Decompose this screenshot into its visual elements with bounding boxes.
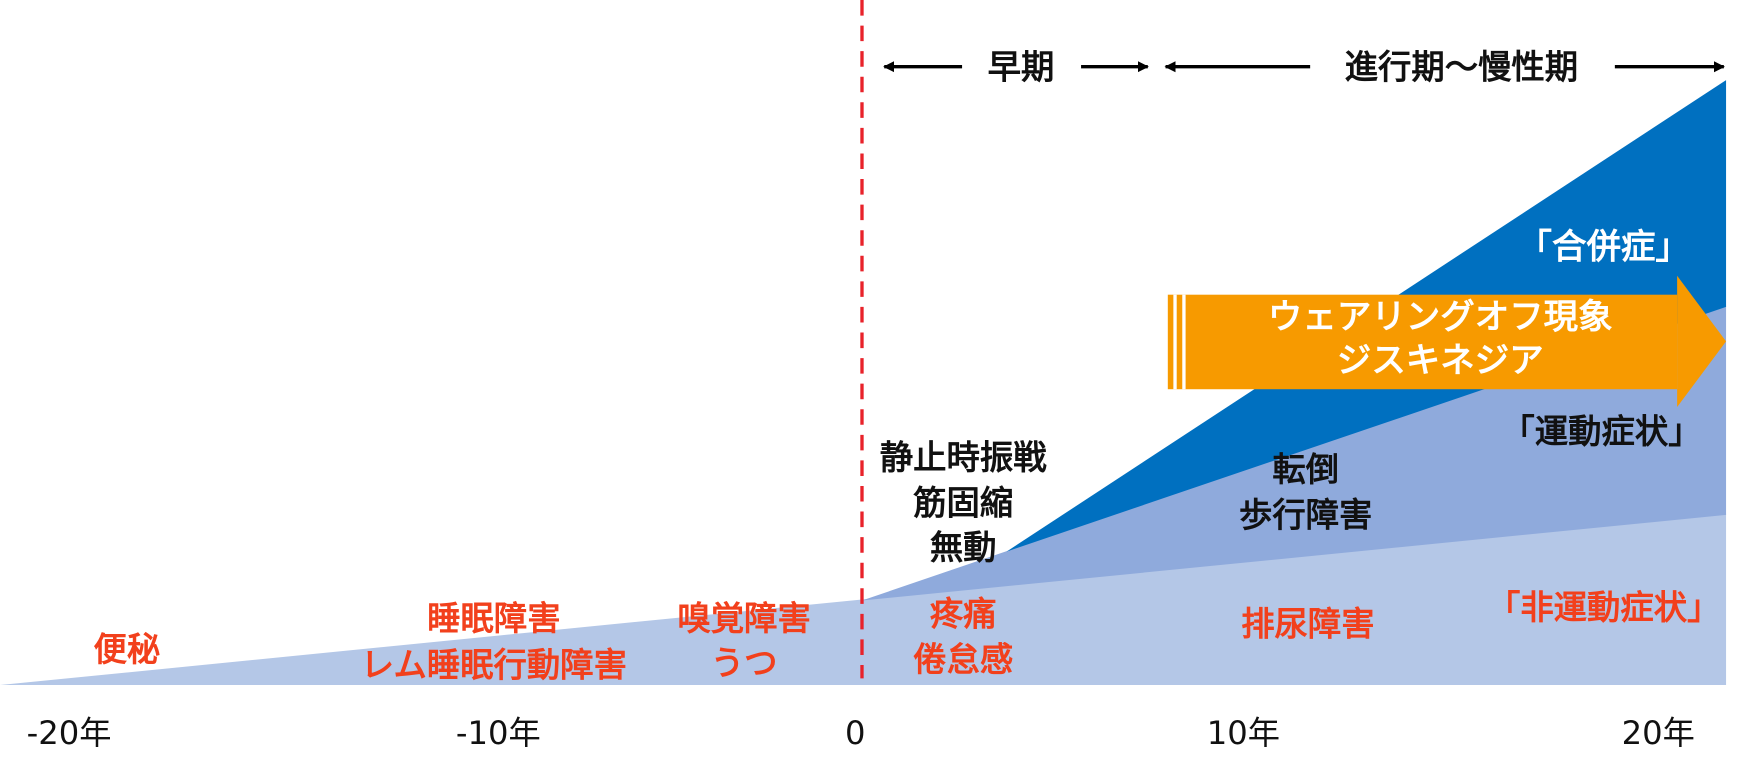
category-label: 「非運動症状」 xyxy=(1487,588,1721,627)
motor-symptom: 筋固縮 xyxy=(913,483,1013,522)
phase-label: 進行期～慢性期 xyxy=(1345,47,1579,86)
non-motor-symptom: うつ xyxy=(711,644,778,683)
treatment-arrow xyxy=(1167,294,1678,390)
axis-label: 10年 xyxy=(1207,714,1280,752)
non-motor-symptom: 嗅覚障害 xyxy=(677,599,810,638)
motor-symptom: 歩行障害 xyxy=(1239,496,1372,535)
axis-label: -10年 xyxy=(456,714,541,752)
non-motor-symptom: 排尿障害 xyxy=(1241,605,1374,644)
category-label: 「運動症状」 xyxy=(1501,412,1701,451)
arrow-stripe xyxy=(1182,294,1186,390)
non-motor-symptom: 倦怠感 xyxy=(913,640,1013,679)
arrow-stripe xyxy=(1173,294,1177,390)
non-motor-symptom: 睡眠障害 xyxy=(427,599,560,638)
arrow-text: ウェアリングオフ現象 xyxy=(1268,298,1613,338)
axis-label: 20年 xyxy=(1622,714,1695,752)
treatment-arrow-head xyxy=(1677,275,1727,408)
phase-label: 早期 xyxy=(988,47,1055,86)
non-motor-symptom: レム睡眠行動障害 xyxy=(361,646,627,685)
category-label: 「合併症」 xyxy=(1518,228,1690,268)
motor-symptom: 転倒 xyxy=(1272,450,1339,489)
non-motor-symptom: 便秘 xyxy=(94,630,161,669)
axis-label: -20年 xyxy=(27,714,112,752)
motor-symptom: 無動 xyxy=(930,528,997,567)
axis-label: 0 xyxy=(845,714,866,752)
arrow-text: ジスキネジア xyxy=(1337,341,1544,381)
motor-symptom: 静止時振戦 xyxy=(880,438,1047,477)
non-motor-symptom: 疼痛 xyxy=(930,595,997,634)
